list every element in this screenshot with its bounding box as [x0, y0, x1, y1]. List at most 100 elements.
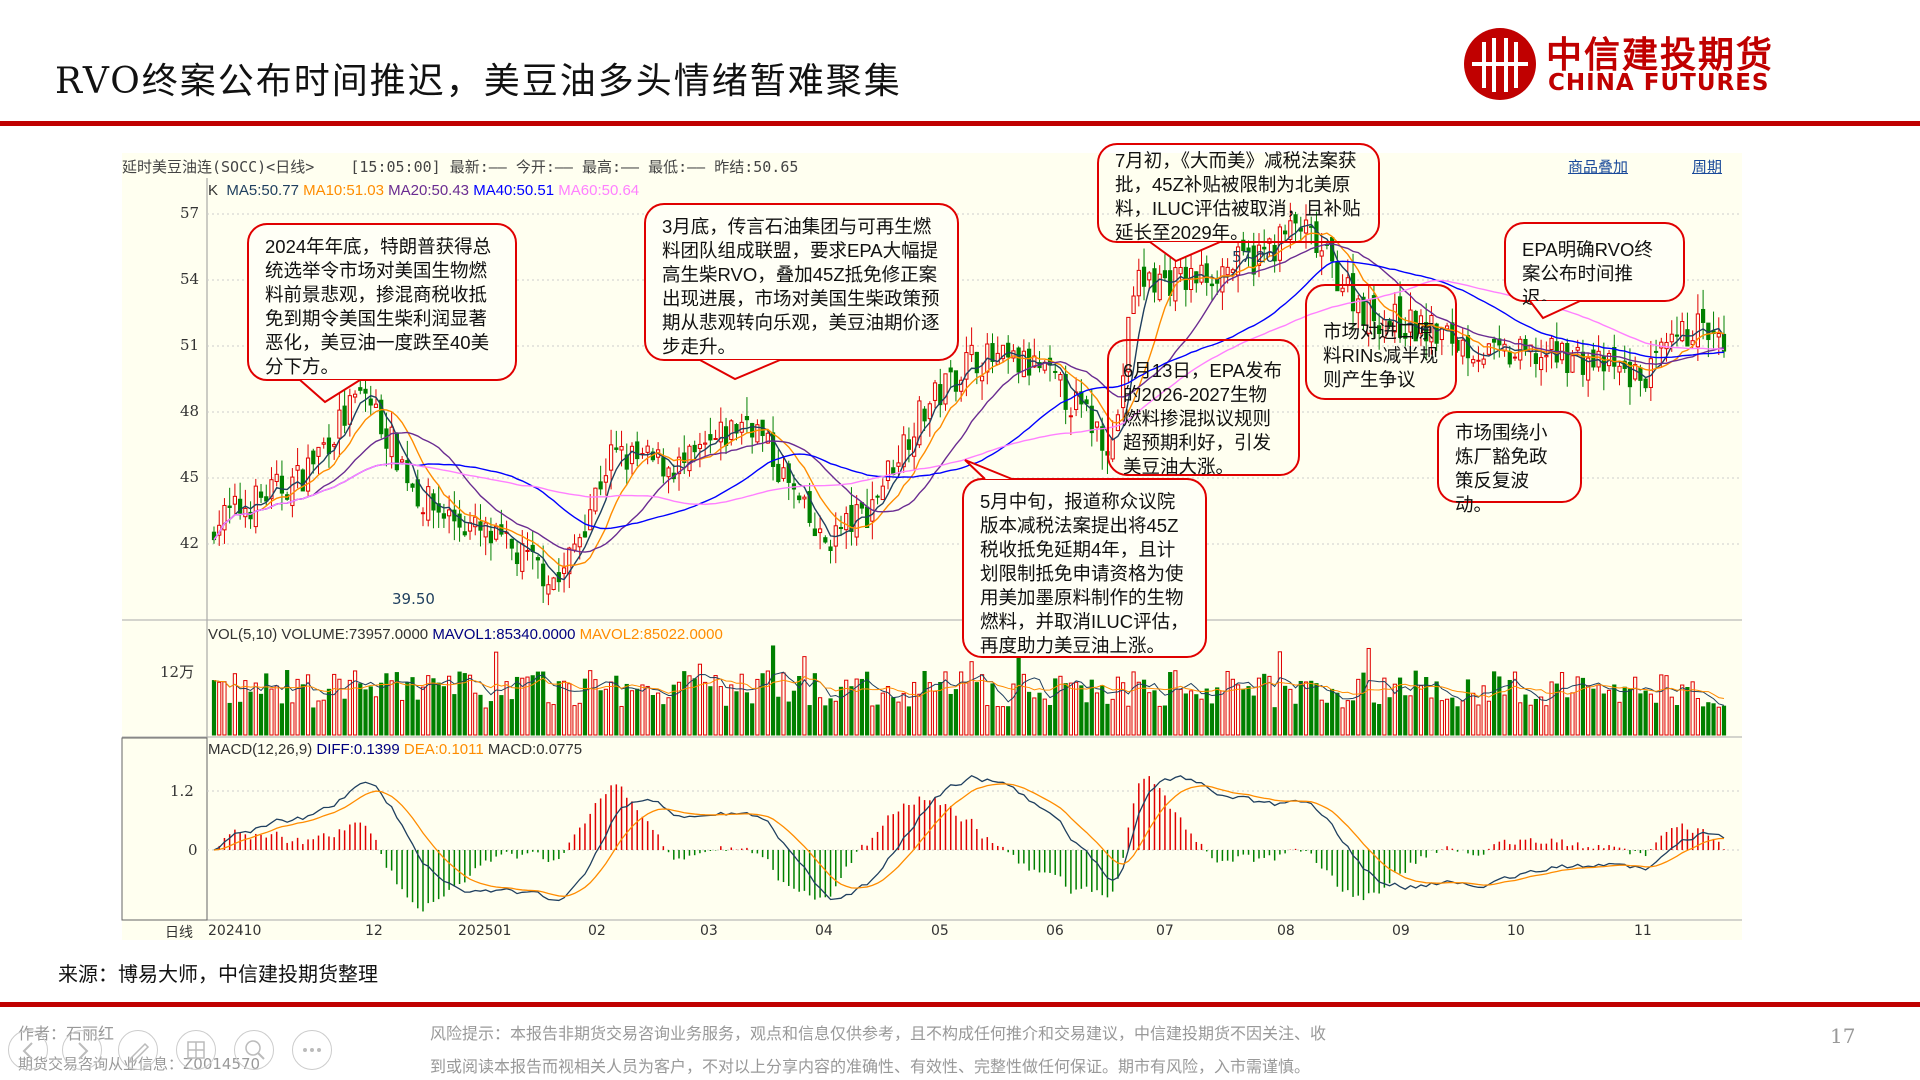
candle-body — [744, 416, 750, 421]
volume-bar — [786, 701, 791, 736]
volume-bar — [1256, 677, 1262, 736]
overlay-link[interactable]: 商品叠加 — [1568, 158, 1629, 176]
volume-bar — [1653, 702, 1659, 736]
annotation-may: 5月中旬，报道称众议院版本减税法案提出将45Z税收抵免延期4年，且计划限制抵免申… — [962, 478, 1207, 658]
candle-body — [1288, 220, 1293, 240]
volume-bar — [1455, 706, 1460, 736]
x-tick-label: 05 — [931, 923, 949, 939]
volume-bar — [525, 676, 530, 736]
ma5-line — [213, 223, 1725, 581]
candle-body — [1220, 266, 1225, 293]
high-price-label: 57.20 — [1232, 248, 1275, 266]
prev-icon[interactable] — [8, 1030, 48, 1070]
x-tick-label: 03 — [700, 923, 718, 939]
volume-bar — [1377, 703, 1382, 736]
diff-line — [213, 774, 1725, 902]
period-link[interactable]: 周期 — [1692, 158, 1723, 176]
volume-bar — [1063, 683, 1068, 736]
volume-bar — [1403, 695, 1408, 736]
candle-body — [1000, 344, 1006, 360]
volume-bar — [770, 645, 776, 736]
volume-bar — [1481, 685, 1486, 736]
volume-bar — [1518, 702, 1523, 736]
volume-bar — [948, 693, 953, 736]
volume-bar — [1356, 678, 1361, 736]
volume-bar — [927, 682, 932, 736]
volume-bar — [1136, 681, 1141, 736]
candle-body — [1716, 333, 1721, 338]
candle-body — [1356, 298, 1361, 314]
volume-bar — [739, 673, 744, 736]
volume-bar — [279, 703, 285, 736]
y-tick-label: 54 — [180, 270, 200, 288]
volume-bar — [1486, 700, 1491, 736]
zoom-icon[interactable] — [234, 1030, 274, 1070]
next-icon[interactable] — [62, 1030, 102, 1070]
candle-body — [1669, 333, 1674, 343]
volume-bar — [1267, 675, 1272, 736]
candle-body — [441, 513, 446, 519]
volume-bar — [1721, 705, 1727, 736]
candle-body — [1539, 357, 1544, 371]
volume-bar — [791, 690, 797, 736]
volume-bar — [1162, 705, 1168, 736]
volume-bar — [635, 688, 640, 736]
volume-bar — [588, 670, 593, 736]
candle-body — [1141, 266, 1147, 287]
volume-bar — [1617, 701, 1622, 736]
candle-body — [1570, 355, 1575, 373]
volume-bar — [248, 691, 253, 736]
volume-bar — [384, 673, 389, 736]
candle-body — [551, 577, 556, 591]
candle-body — [494, 525, 499, 540]
volume-bar — [1643, 690, 1648, 736]
volume-bar — [703, 681, 708, 736]
volume-bar — [373, 696, 379, 736]
candle-body — [995, 352, 1000, 365]
volume-bar — [499, 695, 504, 736]
x-tick-label: 11 — [1634, 923, 1652, 939]
volume-bar — [1418, 685, 1424, 736]
candle-body — [541, 563, 546, 587]
candle-body — [1591, 349, 1596, 368]
volume-bar — [1188, 690, 1194, 736]
candle-body — [514, 552, 520, 565]
candle-body — [572, 543, 577, 551]
candle-body — [598, 481, 603, 490]
volume-bar — [844, 679, 849, 736]
candle-body — [1209, 283, 1215, 287]
x-tick-label: 12 — [365, 923, 383, 939]
volume-bar — [1100, 685, 1105, 736]
candle-body — [1026, 348, 1032, 376]
volume-bar — [697, 663, 703, 736]
candle-body — [561, 567, 567, 574]
x-tick-label: 04 — [815, 923, 833, 939]
volume-bar — [1042, 698, 1047, 736]
header-divider — [0, 121, 1920, 126]
volume-bar — [676, 681, 682, 736]
volume-bar — [264, 673, 269, 736]
volume-bar — [750, 703, 755, 736]
candle-body — [368, 398, 373, 406]
candle-body — [248, 511, 253, 520]
volume-bar — [1157, 705, 1162, 736]
pen-icon[interactable] — [118, 1030, 158, 1070]
candle-body — [1199, 264, 1204, 283]
volume-bar — [1382, 677, 1387, 736]
volume-bar — [1152, 690, 1157, 736]
volume-bar — [415, 699, 420, 736]
more-icon[interactable] — [292, 1030, 332, 1070]
volume-bar — [389, 680, 394, 736]
volume-bar — [807, 705, 812, 736]
volume-bar — [420, 686, 426, 736]
volume-bar — [1350, 700, 1356, 736]
grid-icon[interactable] — [176, 1030, 216, 1070]
candle-body — [1721, 333, 1727, 352]
candle-body — [932, 382, 938, 401]
candle-body — [1507, 351, 1512, 365]
volume-bar — [891, 697, 896, 736]
volume-bar — [964, 682, 969, 736]
volume-bar — [1215, 687, 1220, 736]
candle-body — [358, 387, 363, 391]
